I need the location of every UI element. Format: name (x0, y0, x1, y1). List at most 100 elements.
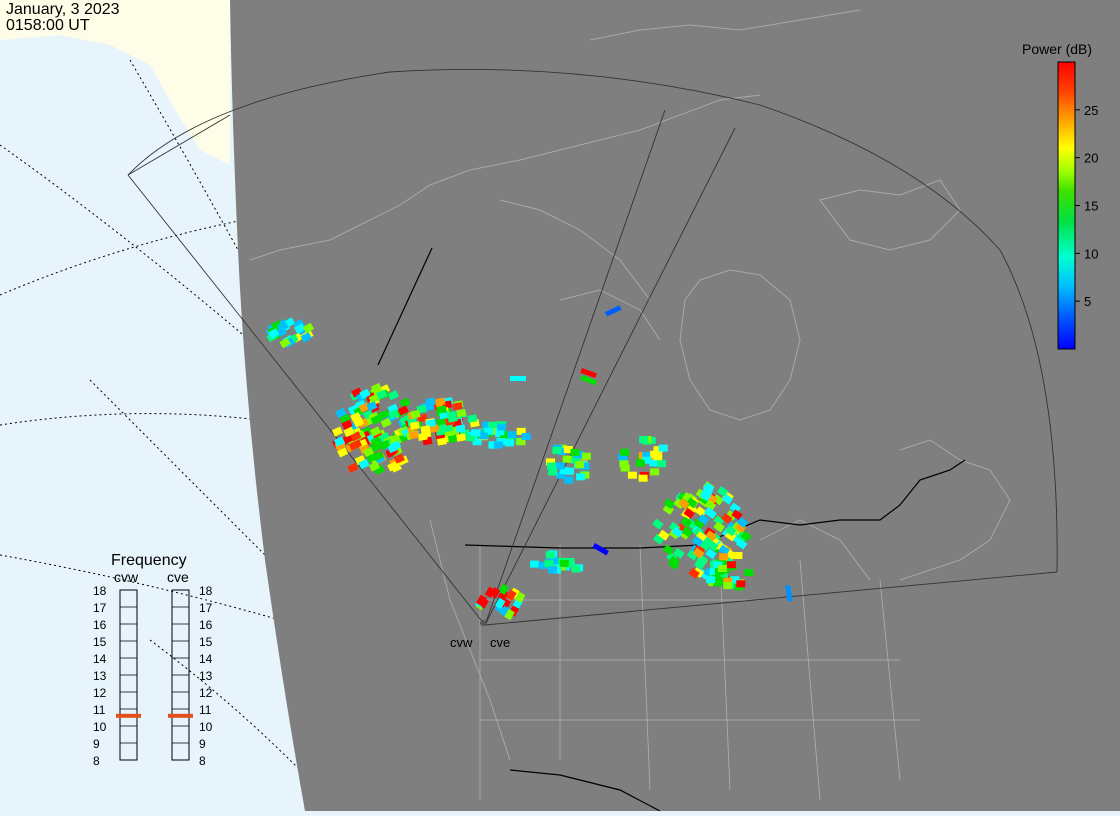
frequency-right-label: cve (167, 569, 189, 585)
echo-cell (504, 608, 515, 621)
echo-cell (652, 533, 665, 545)
echo-cell (409, 421, 420, 430)
echo-cell (516, 438, 526, 446)
date-label: January, 3 2023 (6, 1, 120, 18)
echo-cell (489, 587, 501, 599)
frequency-scale-label-right: 11 (199, 703, 212, 717)
echo-cell (649, 459, 659, 467)
echo-cell (368, 461, 381, 472)
echo-cell (530, 560, 540, 568)
echo-cell (692, 547, 705, 559)
echo-cell (366, 401, 378, 412)
echo-cell (570, 456, 580, 464)
echo-cell (580, 375, 598, 386)
echo-cell (370, 426, 382, 437)
echo-cell (671, 526, 684, 538)
echo-cell (704, 499, 717, 511)
echo-cell (484, 427, 494, 435)
echo-cell (709, 567, 719, 575)
echo-cell (592, 543, 609, 556)
echo-cell (691, 535, 704, 547)
echo-cell (497, 423, 507, 431)
echo-cell (545, 551, 555, 559)
echo-cell (713, 514, 725, 526)
echo-cell (302, 322, 315, 334)
echo-cell (489, 441, 499, 449)
echo-cell (268, 328, 280, 339)
echo-cell (393, 453, 405, 464)
frequency-scale-label-right: 8 (199, 754, 206, 768)
time-label: 0158:00 UT (6, 17, 90, 34)
echo-cell (362, 446, 375, 458)
echo-cell (731, 509, 743, 521)
echo-cell (635, 459, 645, 467)
echo-cell (575, 461, 585, 469)
frequency-scale-label-left: 16 (93, 618, 107, 632)
colorbar-tick-label: 10 (1084, 246, 1098, 261)
echo-cell (713, 579, 723, 587)
echo-cell (376, 389, 388, 400)
echo-cell (724, 530, 737, 542)
echo-cell (331, 426, 344, 437)
echo-cell (380, 417, 392, 428)
echo-cell (552, 446, 562, 454)
echo-cell (425, 397, 436, 406)
echo-cell (695, 531, 707, 543)
frequency-scale-label-right: 17 (199, 601, 213, 615)
echo-cell (538, 561, 548, 569)
echo-cell (681, 526, 693, 538)
echo-cell (642, 451, 652, 459)
echo-cell (548, 468, 558, 476)
echo-cell (686, 549, 699, 561)
echo-cell (688, 567, 700, 579)
echo-cell (576, 473, 586, 481)
echo-cell (547, 462, 557, 470)
echo-cell (358, 458, 370, 470)
echo-cell (559, 467, 569, 475)
state-lines (479, 544, 920, 801)
echo-cell (471, 429, 481, 437)
frequency-scale-label-left: 8 (93, 754, 100, 768)
echo-cell (494, 441, 503, 449)
echo-cell (650, 450, 660, 458)
echo-cell (695, 506, 707, 518)
frequency-scale-label-left: 11 (93, 703, 106, 717)
frequency-scale-label-right: 15 (199, 635, 213, 649)
frequency-scale-label-left: 12 (93, 686, 107, 700)
colorbar: Power (dB) 25 20 15 10 5 (1022, 41, 1098, 350)
echo-cell (500, 431, 509, 439)
echo-cell (350, 411, 362, 423)
echo-cell (341, 419, 353, 430)
echo-cell (410, 410, 421, 419)
echo-cell (343, 426, 355, 437)
echo-cell (678, 498, 690, 510)
land-patch (120, 10, 230, 60)
echo-cell (546, 458, 555, 466)
colorbar-tick-label: 20 (1084, 151, 1098, 166)
echo-cell (570, 448, 580, 456)
echo-cell (619, 460, 629, 468)
echo-cell (718, 573, 728, 581)
echo-cell (740, 530, 752, 542)
echo-cell (733, 552, 743, 559)
echo-cell (652, 518, 664, 530)
echo-cell (785, 585, 793, 602)
frequency-scale-label-left: 10 (93, 720, 107, 734)
echo-cell (658, 444, 668, 452)
echo-cell (337, 447, 349, 458)
echo-cell (723, 577, 733, 585)
colorbar-tick-label: 15 (1084, 199, 1098, 214)
radar-echoes (265, 305, 793, 621)
echo-cell (627, 471, 637, 479)
echo-cell (521, 433, 531, 440)
echo-cell (484, 586, 496, 598)
echo-cell (482, 421, 492, 429)
echo-cell (507, 431, 517, 439)
echo-cell (335, 407, 347, 419)
echo-cell (673, 547, 685, 559)
echo-cell (370, 382, 383, 394)
national-borders (377, 247, 966, 812)
echo-cell (711, 575, 721, 583)
